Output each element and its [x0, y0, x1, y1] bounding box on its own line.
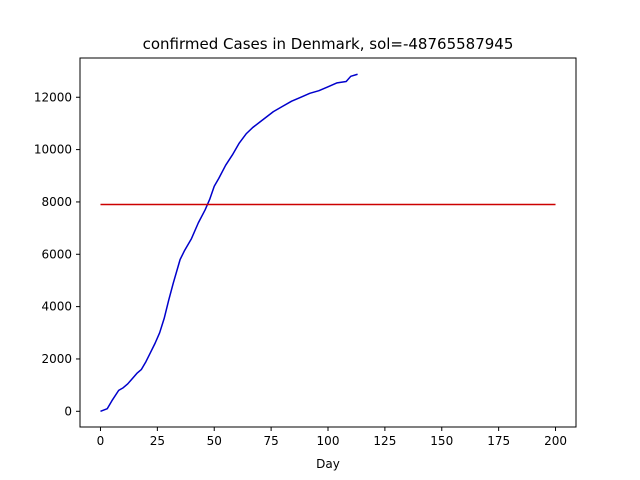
x-tick-label-200: 200 [544, 434, 567, 448]
y-tick-label-2000: 2000 [41, 352, 72, 366]
x-tick-label-125: 125 [373, 434, 396, 448]
y-tick-label-12000: 12000 [34, 90, 72, 104]
x-tick-label-75: 75 [263, 434, 278, 448]
y-tick-label-6000: 6000 [41, 247, 72, 261]
y-tick-label-4000: 4000 [41, 300, 72, 314]
plot-area: 0 25 50 75 100 125 150 175 200020004000600080001… [34, 57, 577, 448]
x-axis-label: Day [316, 457, 340, 471]
series-line-0 [100, 73, 358, 413]
x-tick-label-175: 175 [487, 434, 510, 448]
x-tick-label-100: 100 [317, 434, 340, 448]
x-tick-label-50: 50 [207, 434, 222, 448]
chart-title: confirmed Cases in Denmark, sol=-4876558… [143, 35, 514, 53]
x-tick-label-0: 0 [97, 434, 105, 448]
x-tick-label-150: 150 [430, 434, 453, 448]
y-tick-label-8000: 8000 [41, 195, 72, 209]
y-tick-label-0: 0 [64, 404, 72, 418]
y-tick-label-10000: 10000 [34, 143, 72, 157]
x-tick-label-25: 25 [150, 434, 165, 448]
